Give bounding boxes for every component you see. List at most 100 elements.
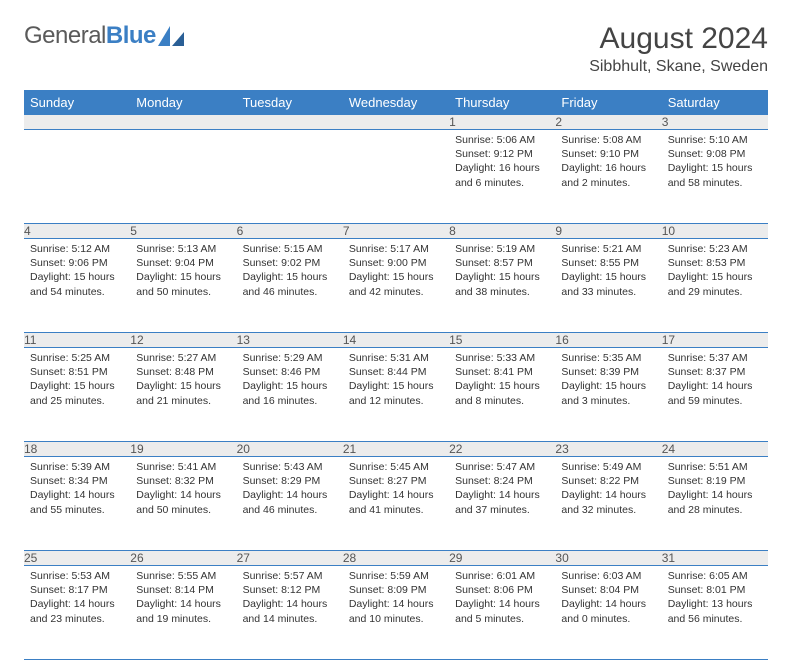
- day-number: [343, 115, 449, 130]
- day-number: 31: [662, 551, 768, 566]
- day-cell: Sunrise: 5:47 AMSunset: 8:24 PMDaylight:…: [449, 457, 555, 551]
- day-cell: Sunrise: 5:17 AMSunset: 9:00 PMDaylight:…: [343, 239, 449, 333]
- day-cell: Sunrise: 5:51 AMSunset: 8:19 PMDaylight:…: [662, 457, 768, 551]
- day-cell: Sunrise: 6:03 AMSunset: 8:04 PMDaylight:…: [555, 566, 661, 660]
- day-number: 11: [24, 333, 130, 348]
- day-number: 7: [343, 224, 449, 239]
- day-number: 20: [237, 442, 343, 457]
- sunset-line: Sunset: 9:12 PM: [455, 147, 549, 161]
- daylight-line: Daylight: 15 hours and 33 minutes.: [561, 270, 655, 298]
- day-number: 22: [449, 442, 555, 457]
- sunset-line: Sunset: 8:27 PM: [349, 474, 443, 488]
- day-number: 1: [449, 115, 555, 130]
- day-number: 13: [237, 333, 343, 348]
- sunrise-line: Sunrise: 5:27 AM: [136, 351, 230, 365]
- sunset-line: Sunset: 8:04 PM: [561, 583, 655, 597]
- sunrise-line: Sunrise: 5:17 AM: [349, 242, 443, 256]
- weekday-header: Wednesday: [343, 90, 449, 115]
- day-cell: Sunrise: 5:53 AMSunset: 8:17 PMDaylight:…: [24, 566, 130, 660]
- day-number: 6: [237, 224, 343, 239]
- daylight-line: Daylight: 14 hours and 28 minutes.: [668, 488, 762, 516]
- month-title: August 2024: [589, 22, 768, 56]
- sunset-line: Sunset: 8:24 PM: [455, 474, 549, 488]
- weekday-header: Tuesday: [237, 90, 343, 115]
- day-number: 3: [662, 115, 768, 130]
- day-number: [130, 115, 236, 130]
- daylight-line: Daylight: 14 hours and 41 minutes.: [349, 488, 443, 516]
- daylight-line: Daylight: 14 hours and 46 minutes.: [243, 488, 337, 516]
- day-number: 5: [130, 224, 236, 239]
- daylight-line: Daylight: 15 hours and 29 minutes.: [668, 270, 762, 298]
- sunset-line: Sunset: 8:37 PM: [668, 365, 762, 379]
- daynum-row: 25262728293031: [24, 551, 768, 566]
- day-cell: Sunrise: 5:15 AMSunset: 9:02 PMDaylight:…: [237, 239, 343, 333]
- sunrise-line: Sunrise: 5:25 AM: [30, 351, 124, 365]
- day-number: 16: [555, 333, 661, 348]
- day-cell: Sunrise: 5:59 AMSunset: 8:09 PMDaylight:…: [343, 566, 449, 660]
- daylight-line: Daylight: 15 hours and 8 minutes.: [455, 379, 549, 407]
- sunrise-line: Sunrise: 5:13 AM: [136, 242, 230, 256]
- sunset-line: Sunset: 8:51 PM: [30, 365, 124, 379]
- day-number: 28: [343, 551, 449, 566]
- sunrise-line: Sunrise: 5:57 AM: [243, 569, 337, 583]
- day-number: 18: [24, 442, 130, 457]
- daylight-line: Daylight: 15 hours and 54 minutes.: [30, 270, 124, 298]
- sunrise-line: Sunrise: 5:19 AM: [455, 242, 549, 256]
- sunset-line: Sunset: 8:34 PM: [30, 474, 124, 488]
- sunrise-line: Sunrise: 5:49 AM: [561, 460, 655, 474]
- daylight-line: Daylight: 15 hours and 50 minutes.: [136, 270, 230, 298]
- daylight-line: Daylight: 14 hours and 50 minutes.: [136, 488, 230, 516]
- sunset-line: Sunset: 8:01 PM: [668, 583, 762, 597]
- sunrise-line: Sunrise: 6:01 AM: [455, 569, 549, 583]
- day-cell: Sunrise: 5:39 AMSunset: 8:34 PMDaylight:…: [24, 457, 130, 551]
- sunset-line: Sunset: 8:06 PM: [455, 583, 549, 597]
- sunset-line: Sunset: 9:10 PM: [561, 147, 655, 161]
- daynum-row: 45678910: [24, 224, 768, 239]
- day-number: 25: [24, 551, 130, 566]
- daynum-row: 18192021222324: [24, 442, 768, 457]
- daylight-line: Daylight: 14 hours and 37 minutes.: [455, 488, 549, 516]
- daylight-line: Daylight: 15 hours and 58 minutes.: [668, 161, 762, 189]
- day-number: 17: [662, 333, 768, 348]
- day-number: 12: [130, 333, 236, 348]
- sunset-line: Sunset: 8:57 PM: [455, 256, 549, 270]
- weekday-header: Saturday: [662, 90, 768, 115]
- day-cell: Sunrise: 5:37 AMSunset: 8:37 PMDaylight:…: [662, 348, 768, 442]
- sunrise-line: Sunrise: 5:53 AM: [30, 569, 124, 583]
- day-cell: Sunrise: 5:45 AMSunset: 8:27 PMDaylight:…: [343, 457, 449, 551]
- logo-part1: General: [24, 22, 106, 49]
- day-cell: Sunrise: 5:21 AMSunset: 8:55 PMDaylight:…: [555, 239, 661, 333]
- sunset-line: Sunset: 8:17 PM: [30, 583, 124, 597]
- day-cell: Sunrise: 5:08 AMSunset: 9:10 PMDaylight:…: [555, 130, 661, 224]
- sunset-line: Sunset: 8:32 PM: [136, 474, 230, 488]
- sunset-line: Sunset: 8:53 PM: [668, 256, 762, 270]
- sunset-line: Sunset: 8:48 PM: [136, 365, 230, 379]
- day-cell: [237, 130, 343, 224]
- sail-icon: [158, 26, 184, 46]
- day-cell: Sunrise: 5:29 AMSunset: 8:46 PMDaylight:…: [237, 348, 343, 442]
- sunrise-line: Sunrise: 5:06 AM: [455, 133, 549, 147]
- day-cell: Sunrise: 5:41 AMSunset: 8:32 PMDaylight:…: [130, 457, 236, 551]
- day-number: 21: [343, 442, 449, 457]
- day-number: 4: [24, 224, 130, 239]
- sunrise-line: Sunrise: 5:45 AM: [349, 460, 443, 474]
- weekday-header-row: Sunday Monday Tuesday Wednesday Thursday…: [24, 90, 768, 115]
- day-number: 29: [449, 551, 555, 566]
- logo-part2: Blue: [106, 22, 156, 49]
- day-cell: [24, 130, 130, 224]
- title-block: August 2024 Sibbhult, Skane, Sweden: [589, 22, 768, 76]
- sunrise-line: Sunrise: 5:23 AM: [668, 242, 762, 256]
- day-cell: Sunrise: 5:49 AMSunset: 8:22 PMDaylight:…: [555, 457, 661, 551]
- day-cell: Sunrise: 5:06 AMSunset: 9:12 PMDaylight:…: [449, 130, 555, 224]
- weekday-header: Thursday: [449, 90, 555, 115]
- sunset-line: Sunset: 9:06 PM: [30, 256, 124, 270]
- daylight-line: Daylight: 15 hours and 25 minutes.: [30, 379, 124, 407]
- day-number: 10: [662, 224, 768, 239]
- sunrise-line: Sunrise: 5:15 AM: [243, 242, 337, 256]
- header: GeneralBlue August 2024 Sibbhult, Skane,…: [24, 22, 768, 76]
- sunrise-line: Sunrise: 5:12 AM: [30, 242, 124, 256]
- day-cell: Sunrise: 5:43 AMSunset: 8:29 PMDaylight:…: [237, 457, 343, 551]
- sunset-line: Sunset: 9:04 PM: [136, 256, 230, 270]
- week-row: Sunrise: 5:25 AMSunset: 8:51 PMDaylight:…: [24, 348, 768, 442]
- daylight-line: Daylight: 15 hours and 46 minutes.: [243, 270, 337, 298]
